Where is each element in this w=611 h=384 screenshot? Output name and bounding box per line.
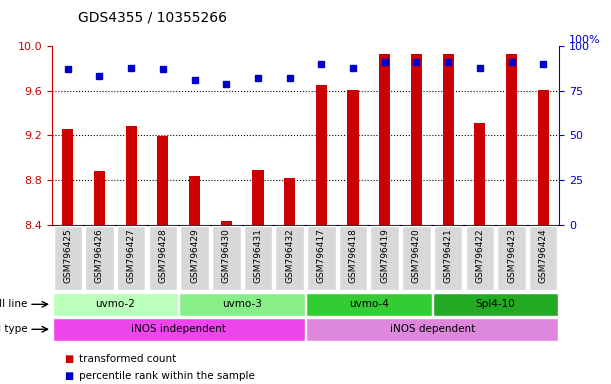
Text: GSM796423: GSM796423 bbox=[507, 228, 516, 283]
Text: GSM796424: GSM796424 bbox=[539, 228, 547, 283]
FancyBboxPatch shape bbox=[54, 226, 82, 291]
Text: ■: ■ bbox=[64, 354, 73, 364]
Bar bbox=[506, 54, 517, 225]
Text: 100%: 100% bbox=[569, 35, 601, 45]
Bar bbox=[284, 178, 295, 225]
Text: percentile rank within the sample: percentile rank within the sample bbox=[79, 371, 255, 381]
Text: GSM796422: GSM796422 bbox=[475, 228, 485, 283]
Text: GSM796430: GSM796430 bbox=[222, 228, 231, 283]
Text: GSM796417: GSM796417 bbox=[317, 228, 326, 283]
Text: GSM796425: GSM796425 bbox=[64, 228, 72, 283]
Bar bbox=[94, 171, 105, 225]
FancyBboxPatch shape bbox=[433, 293, 558, 316]
Text: GSM796427: GSM796427 bbox=[126, 228, 136, 283]
Bar bbox=[442, 54, 454, 225]
Text: cell type: cell type bbox=[0, 324, 27, 334]
Text: transformed count: transformed count bbox=[79, 354, 177, 364]
FancyBboxPatch shape bbox=[180, 293, 305, 316]
FancyBboxPatch shape bbox=[85, 226, 114, 291]
FancyBboxPatch shape bbox=[276, 226, 304, 291]
FancyBboxPatch shape bbox=[306, 318, 558, 341]
Text: cell line: cell line bbox=[0, 299, 27, 310]
Text: GDS4355 / 10355266: GDS4355 / 10355266 bbox=[78, 11, 227, 25]
Text: GSM796426: GSM796426 bbox=[95, 228, 104, 283]
Bar bbox=[538, 89, 549, 225]
FancyBboxPatch shape bbox=[117, 226, 145, 291]
FancyBboxPatch shape bbox=[306, 293, 431, 316]
Text: uvmo-3: uvmo-3 bbox=[222, 299, 262, 309]
FancyBboxPatch shape bbox=[148, 226, 177, 291]
FancyBboxPatch shape bbox=[466, 226, 494, 291]
Text: GSM796432: GSM796432 bbox=[285, 228, 294, 283]
Bar bbox=[411, 54, 422, 225]
FancyBboxPatch shape bbox=[212, 226, 241, 291]
Bar bbox=[62, 129, 73, 225]
FancyBboxPatch shape bbox=[434, 226, 463, 291]
FancyBboxPatch shape bbox=[53, 318, 305, 341]
FancyBboxPatch shape bbox=[244, 226, 273, 291]
FancyBboxPatch shape bbox=[307, 226, 335, 291]
FancyBboxPatch shape bbox=[497, 226, 526, 291]
Text: uvmo-4: uvmo-4 bbox=[349, 299, 389, 309]
Text: GSM796419: GSM796419 bbox=[380, 228, 389, 283]
Text: Spl4-10: Spl4-10 bbox=[476, 299, 516, 309]
Text: GSM796421: GSM796421 bbox=[444, 228, 453, 283]
Bar bbox=[316, 85, 327, 225]
FancyBboxPatch shape bbox=[402, 226, 431, 291]
Text: GSM796428: GSM796428 bbox=[158, 228, 167, 283]
Bar bbox=[474, 123, 485, 225]
Text: GSM796431: GSM796431 bbox=[254, 228, 263, 283]
Bar bbox=[189, 175, 200, 225]
FancyBboxPatch shape bbox=[529, 226, 557, 291]
FancyBboxPatch shape bbox=[53, 293, 178, 316]
Text: GSM796418: GSM796418 bbox=[348, 228, 357, 283]
Text: iNOS dependent: iNOS dependent bbox=[390, 324, 475, 334]
Text: GSM796429: GSM796429 bbox=[190, 228, 199, 283]
Bar bbox=[126, 126, 137, 225]
Text: ■: ■ bbox=[64, 371, 73, 381]
Text: iNOS independent: iNOS independent bbox=[131, 324, 226, 334]
Text: uvmo-2: uvmo-2 bbox=[95, 299, 135, 309]
Bar bbox=[348, 89, 359, 225]
FancyBboxPatch shape bbox=[370, 226, 399, 291]
Bar bbox=[221, 221, 232, 225]
Bar bbox=[379, 54, 390, 225]
Bar bbox=[157, 136, 169, 225]
Text: GSM796420: GSM796420 bbox=[412, 228, 421, 283]
FancyBboxPatch shape bbox=[338, 226, 367, 291]
FancyBboxPatch shape bbox=[180, 226, 209, 291]
Bar bbox=[252, 170, 263, 225]
